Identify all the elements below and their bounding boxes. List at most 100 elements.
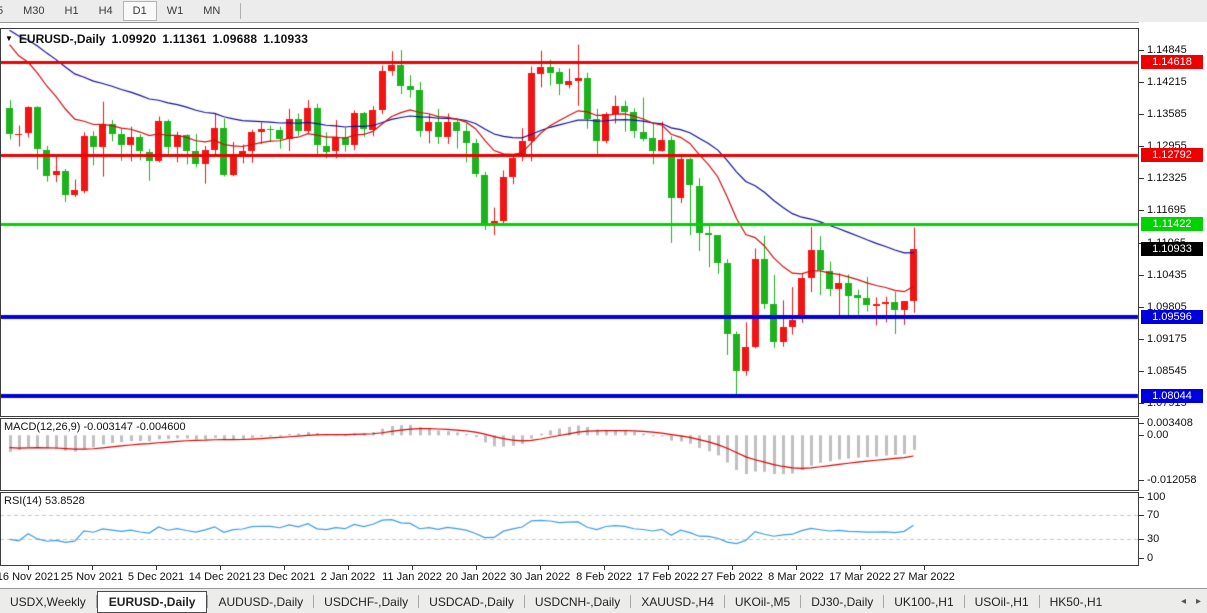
date-tick-mark <box>924 566 925 570</box>
date-tick-mark <box>156 566 157 570</box>
main-chart-panel[interactable] <box>0 28 1139 417</box>
date-tick-mark <box>92 566 93 570</box>
tab-eurusd-daily[interactable]: EURUSD-,Daily <box>96 590 208 613</box>
tab-scroll-right-icon[interactable]: ▸ <box>1195 596 1201 607</box>
date-label: 27 Feb 2022 <box>701 571 763 583</box>
macd-panel[interactable] <box>0 418 1139 491</box>
tab-separator <box>1038 595 1040 608</box>
tab-separator <box>723 595 725 608</box>
hline-price-badge: 1.11422 <box>1141 217 1203 232</box>
date-tick-mark <box>348 566 349 570</box>
tab-usdcnh-daily[interactable]: USDCNH-,Daily <box>534 594 621 609</box>
tab-dj30-daily[interactable]: DJ30-,Daily <box>811 594 874 609</box>
tab-usdcad-daily[interactable]: USDCAD-,Daily <box>429 594 514 609</box>
rsi-panel[interactable] <box>0 492 1139 566</box>
tick-value: 1.08545 <box>1147 364 1187 377</box>
rsi-label: RSI(14) 53.8528 <box>4 495 85 507</box>
tick-dash <box>1139 178 1144 180</box>
tick-dash <box>1139 497 1144 498</box>
tick-value: 30 <box>1147 533 1160 546</box>
chart-menu-icon[interactable]: ▼ <box>5 34 13 43</box>
date-label: 25 Nov 2021 <box>60 571 124 583</box>
tab-separator <box>963 595 965 608</box>
tick-dash <box>1139 515 1144 517</box>
tab-scroll-left-icon[interactable]: ◂ <box>1180 596 1186 607</box>
ohlc-close: 1.10933 <box>263 32 309 46</box>
tick-dash <box>1139 422 1144 424</box>
macd-name: MACD(12,26,9) <box>4 421 81 433</box>
tick-dash <box>1139 557 1144 559</box>
date-tick-mark <box>220 566 221 570</box>
tab-xauusd-h4[interactable]: XAUUSD-,H4 <box>641 594 714 609</box>
tick-dash <box>1139 370 1144 372</box>
tick-value: 1.11695 <box>1147 204 1186 217</box>
tick-value: -0.012058 <box>1147 474 1197 487</box>
date-tick-mark <box>668 566 669 570</box>
date-label: 20 Jan 2022 <box>445 571 507 583</box>
date-tick-mark <box>476 566 477 570</box>
tick-dash <box>1139 50 1144 51</box>
tick-dash <box>1139 306 1144 308</box>
date-label: 16 Nov 2021 <box>0 571 60 583</box>
macd-value: -0.003147 <box>83 421 134 433</box>
tab-ukoil-m5[interactable]: UKOil-,M5 <box>734 594 791 609</box>
date-label: 30 Jan 2022 <box>509 571 571 583</box>
tick-dash <box>1139 274 1144 276</box>
tick-value: 1.14845 <box>1147 44 1187 56</box>
date-label: 2 Jan 2022 <box>320 571 376 583</box>
tab-audusd-daily[interactable]: AUDUSD-,Daily <box>218 594 304 609</box>
chart-title: ▼ EURUSD-,Daily 1.09920 1.11361 1.09688 … <box>5 32 308 46</box>
tab-usdx-weekly[interactable]: USDX,Weekly <box>10 594 86 609</box>
hline-price-badge: 1.14618 <box>1141 54 1203 69</box>
price-axis[interactable]: 1.14845 1.14215 1.13585 1.12955 1.12325 1.116… <box>1139 22 1207 587</box>
tab-usdchf-daily[interactable]: USDCHF-,Daily <box>324 594 409 609</box>
date-tick-mark <box>412 566 413 570</box>
tab-separator <box>883 595 885 608</box>
tick-dash <box>1139 403 1144 404</box>
tab-separator <box>207 595 209 608</box>
hline-price-badge: 1.08044 <box>1141 389 1203 404</box>
date-tick-mark <box>28 566 29 570</box>
tab-separator <box>523 595 525 608</box>
chart-tab-bar: USDX,Weekly EURUSD-,Daily AUDUSD-,Daily USD… <box>0 588 1207 613</box>
rsi-name: RSI(14) <box>4 495 42 507</box>
tab-hk50-h1[interactable]: HK50-,H1 <box>1049 594 1103 609</box>
tab-separator <box>630 595 632 608</box>
rsi-value: 53.8528 <box>44 495 85 507</box>
ohlc-high: 1.11361 <box>162 32 207 46</box>
date-label: 8 Mar 2022 <box>768 571 824 583</box>
date-label: 17 Mar 2022 <box>829 571 891 583</box>
tab-separator <box>313 595 315 608</box>
macd-signal-value: -0.004600 <box>136 421 186 433</box>
date-tick-mark <box>540 566 541 570</box>
hline-price-badge: 1.09596 <box>1141 310 1203 325</box>
ohlc-open: 1.09920 <box>111 32 157 46</box>
tab-separator <box>418 595 420 608</box>
date-tick-mark <box>732 566 733 570</box>
tick-dash <box>1139 539 1144 541</box>
tick-value: 1.09175 <box>1147 332 1187 345</box>
tab-uk100-h1[interactable]: UK100-,H1 <box>894 594 954 609</box>
tick-dash <box>1139 82 1144 84</box>
date-label: 5 Dec 2021 <box>127 571 185 583</box>
date-tick-mark <box>796 566 797 570</box>
tick-value: 1.10435 <box>1147 268 1187 281</box>
date-tick-mark <box>860 566 861 570</box>
tick-value: 0.003408 <box>1147 416 1193 429</box>
date-label: 11 Jan 2022 <box>382 571 442 583</box>
tick-value: 100 <box>1147 491 1166 503</box>
tab-usoil-h1[interactable]: USOil-,H1 <box>974 594 1029 609</box>
tick-value: 1.12325 <box>1147 172 1187 185</box>
tick-dash <box>1139 338 1144 340</box>
tick-dash <box>1139 480 1144 482</box>
macd-label: MACD(12,26,9) -0.003147 -0.004600 <box>4 421 186 433</box>
date-label: 23 Dec 2021 <box>252 571 316 583</box>
date-label: 14 Dec 2021 <box>188 571 252 583</box>
date-axis[interactable]: 16 Nov 2021 25 Nov 2021 5 Dec 2021 14 Dec 2… <box>0 566 1207 588</box>
date-label: 27 Mar 2022 <box>893 571 955 583</box>
date-tick-mark <box>604 566 605 570</box>
hline-price-badge: 1.12792 <box>1141 147 1203 162</box>
tab-separator <box>800 595 802 608</box>
